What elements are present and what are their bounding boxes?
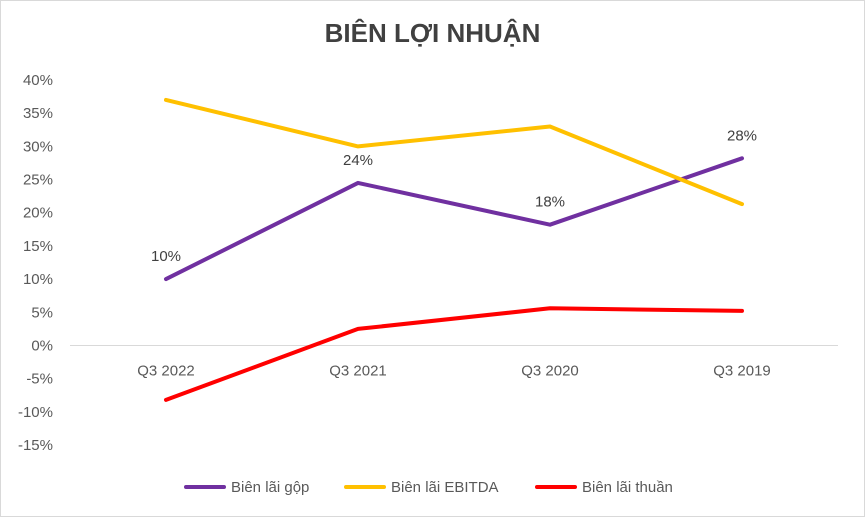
series-lines [164, 97, 744, 402]
series-line-1 [164, 156, 744, 282]
y-tick-label: 30% [23, 138, 53, 155]
data-label: 28% [727, 127, 757, 144]
x-tick-label: Q3 2021 [329, 362, 387, 379]
y-tick-label: 5% [31, 304, 53, 321]
y-tick-label: -15% [18, 437, 53, 454]
data-label: 24% [343, 152, 373, 169]
chart-title: BIÊN LỢI NHUẬN [324, 18, 541, 48]
y-tick-label: 20% [23, 205, 53, 222]
y-axis-ticks: 40% 35% 30% 25% 20% 15% 10% 5% 0% -5% -10% -15% [18, 72, 53, 454]
data-labels: 10% 24% 18% 28% [151, 127, 757, 265]
legend-label: Biên lãi gộp [231, 479, 309, 496]
legend-label: Biên lãi EBITDA [391, 479, 499, 496]
y-tick-label: -10% [18, 404, 53, 421]
series-line-2 [164, 97, 744, 207]
legend-label: Biên lãi thuần [582, 479, 673, 496]
series-line-3 [164, 306, 744, 402]
y-tick-label: 15% [23, 238, 53, 255]
legend: Biên lãi gộp Biên lãi EBITDA Biên lãi thuầ… [184, 479, 673, 496]
x-tick-label: Q3 2019 [713, 362, 771, 379]
x-tick-label: Q3 2020 [521, 362, 579, 379]
x-axis-ticks: Q3 2022 Q3 2021 Q3 2020 Q3 2019 [137, 362, 771, 379]
y-tick-label: 35% [23, 105, 53, 122]
y-tick-label: 0% [31, 337, 53, 354]
x-tick-label: Q3 2022 [137, 362, 195, 379]
y-tick-label: 40% [23, 72, 53, 89]
data-label: 10% [151, 248, 181, 265]
y-tick-label: 10% [23, 271, 53, 288]
y-tick-label: -5% [26, 371, 53, 388]
y-tick-label: 25% [23, 172, 53, 189]
data-label: 18% [535, 194, 565, 211]
